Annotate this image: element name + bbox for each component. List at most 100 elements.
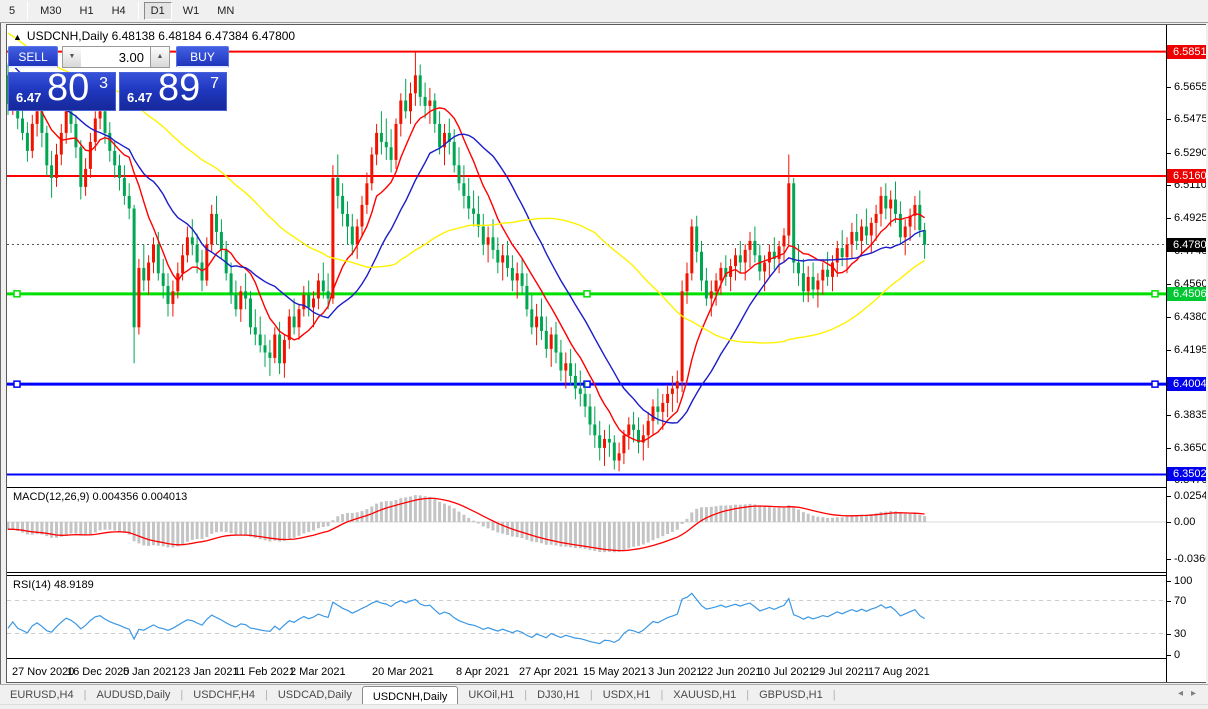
price-tick-label: 6.54750	[1174, 113, 1206, 126]
price-tick-label: 6.36500	[1174, 441, 1206, 454]
price-tick-label: 6.56550	[1174, 81, 1206, 93]
timeframe-d1[interactable]: D1	[143, 2, 172, 20]
rsi-axis-label: 0	[1174, 649, 1181, 661]
date-label: 17 Aug 2021	[868, 666, 930, 678]
axis-tick	[1167, 284, 1171, 286]
sell-price-prefix: 6.47	[16, 90, 42, 105]
axis-tick	[1167, 119, 1171, 121]
macd-axis-label: 0.00	[1174, 516, 1196, 528]
chart-tab-usdchf[interactable]: USDCHF,H4	[193, 688, 255, 701]
price-axis: 6.565506.547506.529006.511006.492506.474…	[1166, 25, 1206, 682]
chart-tab-bar: EURUSD,H4 | AUDUSD,Daily | USDCHF,H4 | USDCAD,…	[0, 684, 1208, 705]
macd-axis-label: 0.025404	[1174, 489, 1206, 502]
buy-price-big: 89	[158, 67, 201, 109]
timeframe-h4[interactable]: H4	[111, 5, 126, 17]
rsi-panel: RSI(14) 48.9189	[7, 575, 1166, 659]
scroll-right-icon[interactable]: ▸	[1190, 688, 1204, 699]
status-strip	[0, 704, 1208, 709]
date-label: 11 Feb 2021	[234, 666, 295, 678]
date-label: 16 Dec 2020	[67, 666, 130, 678]
chart-tab-xauusd[interactable]: XAUUSD,H1	[673, 688, 737, 701]
buy-price-box[interactable]: 6.47 89 7	[119, 67, 227, 111]
timeframe-w1[interactable]: W1	[182, 5, 200, 17]
tab-separator: |	[524, 688, 528, 701]
rsi-axis-label: 100	[1174, 575, 1193, 587]
macd-axis-label: -0.036082	[1174, 552, 1206, 565]
chart-window: ▲ USDCNH,Daily 6.48138 6.48184 6.47384 6.…	[6, 24, 1206, 683]
chart-title-text: USDCNH,Daily 6.48138 6.48184 6.47384 6.4…	[26, 29, 296, 43]
axis-tick	[1167, 316, 1171, 318]
axis-tick	[1167, 349, 1171, 351]
tab-separator: |	[265, 688, 268, 701]
price-badge-6.40042: 6.40042	[1167, 377, 1206, 392]
triangle-down-icon: ▼	[68, 53, 76, 60]
main-price-chart[interactable]	[7, 25, 1166, 487]
date-label: 23 Jan 2021	[178, 666, 239, 678]
macd-label: MACD(12,26,9) 0.004356 0.004013	[13, 491, 188, 503]
volume-increase-button[interactable]: ▲	[150, 46, 170, 68]
chart-tab-usdx[interactable]: USDX,H1	[602, 688, 651, 701]
sell-price-box[interactable]: 6.47 80 3	[8, 67, 116, 111]
date-label: 10 Jul 2021	[758, 666, 815, 678]
date-label: 15 May 2021	[583, 666, 647, 678]
scroll-left-icon[interactable]: ◂	[1177, 688, 1191, 699]
date-label: 2 Mar 2021	[290, 666, 346, 678]
chart-tab-eurusd[interactable]: EURUSD,H4	[10, 688, 74, 701]
date-label: 22 Jun 2021	[701, 666, 762, 678]
one-click-trade-panel: SELL ▼ ▲ BUY 6.47 80 3 6.47 89 7	[8, 46, 230, 111]
chart-tab-ukoil[interactable]: UKOil,H1	[468, 688, 515, 701]
price-badge-6.45060: 6.45060	[1167, 286, 1206, 301]
price-badge-6.51605: 6.51605	[1167, 169, 1206, 183]
axis-tick	[1167, 414, 1171, 416]
date-label: 3 Jun 2021	[648, 666, 703, 678]
axis-tick	[1167, 558, 1171, 560]
timeframe-h1[interactable]: H1	[79, 5, 94, 17]
date-label: 27 Nov 2020	[12, 666, 75, 678]
date-label: 5 Jan 2021	[123, 666, 178, 678]
price-tick-label: 6.43800	[1174, 310, 1206, 323]
axis-tick	[1167, 218, 1171, 220]
buy-button[interactable]: BUY	[176, 46, 229, 68]
date-label: 8 Apr 2021	[456, 666, 510, 678]
chart-tab-usdcnh[interactable]: USDCNH,Daily	[361, 685, 459, 705]
chart-tab-usdcad[interactable]: USDCAD,Daily	[277, 688, 352, 701]
volume-decrease-button[interactable]: ▼	[62, 46, 82, 68]
timeframe-5[interactable]: 5	[9, 5, 16, 17]
axis-tick	[1167, 152, 1171, 154]
axis-tick	[1167, 522, 1171, 523]
date-label: 20 Mar 2021	[372, 666, 434, 678]
axis-tick	[1167, 87, 1171, 88]
collapse-triangle-icon[interactable]: ▲	[13, 32, 22, 42]
date-axis: 27 Nov 2020 16 Dec 2020 5 Jan 2021 23 Jan 2…	[7, 659, 1166, 682]
price-badge-6.58514: 6.58514	[1167, 44, 1206, 59]
chart-tab-audusd[interactable]: AUDUSD,Daily	[96, 688, 171, 701]
sell-price-pip: 3	[99, 75, 108, 92]
macd-plot	[6, 495, 1166, 553]
chart-tab-gbpusd[interactable]: GBPUSD,H1	[759, 688, 823, 701]
tab-separator: |	[660, 688, 664, 701]
sell-price-big: 80	[47, 67, 90, 109]
buy-price-pip: 7	[210, 75, 219, 92]
axis-tick	[1167, 581, 1171, 582]
chart-title: ▲ USDCNH,Daily 6.48138 6.48184 6.47384 6.…	[13, 29, 295, 43]
macd-panel: MACD(12,26,9) 0.004356 0.004013	[6, 487, 1166, 573]
tab-separator: |	[180, 688, 184, 701]
volume-input[interactable]	[81, 46, 150, 68]
tab-separator: |	[83, 688, 87, 701]
axis-tick	[1167, 447, 1171, 449]
price-badge-6.47800: 6.47800	[1167, 237, 1206, 252]
triangle-up-icon: ▲	[156, 53, 164, 60]
axis-tick	[1167, 495, 1171, 497]
date-label: 29 Jul 2021	[813, 666, 870, 678]
price-tick-label: 6.52900	[1174, 146, 1206, 159]
chart-tab-dj30[interactable]: DJ30,H1	[537, 688, 580, 701]
axis-tick	[1167, 655, 1171, 656]
timeframe-mn[interactable]: MN	[217, 5, 235, 17]
tab-scroll-arrows[interactable]: ◂▸	[1178, 688, 1204, 699]
tab-separator: |	[832, 688, 836, 701]
timeframe-toolbar: 5 M30 H1 H4 D1 W1 MN	[0, 0, 1208, 23]
price-tick-label: 6.49250	[1174, 212, 1206, 225]
sell-button[interactable]: SELL	[8, 46, 58, 68]
timeframe-m30[interactable]: M30	[40, 5, 62, 17]
rsi-axis-label: 70	[1174, 594, 1187, 607]
